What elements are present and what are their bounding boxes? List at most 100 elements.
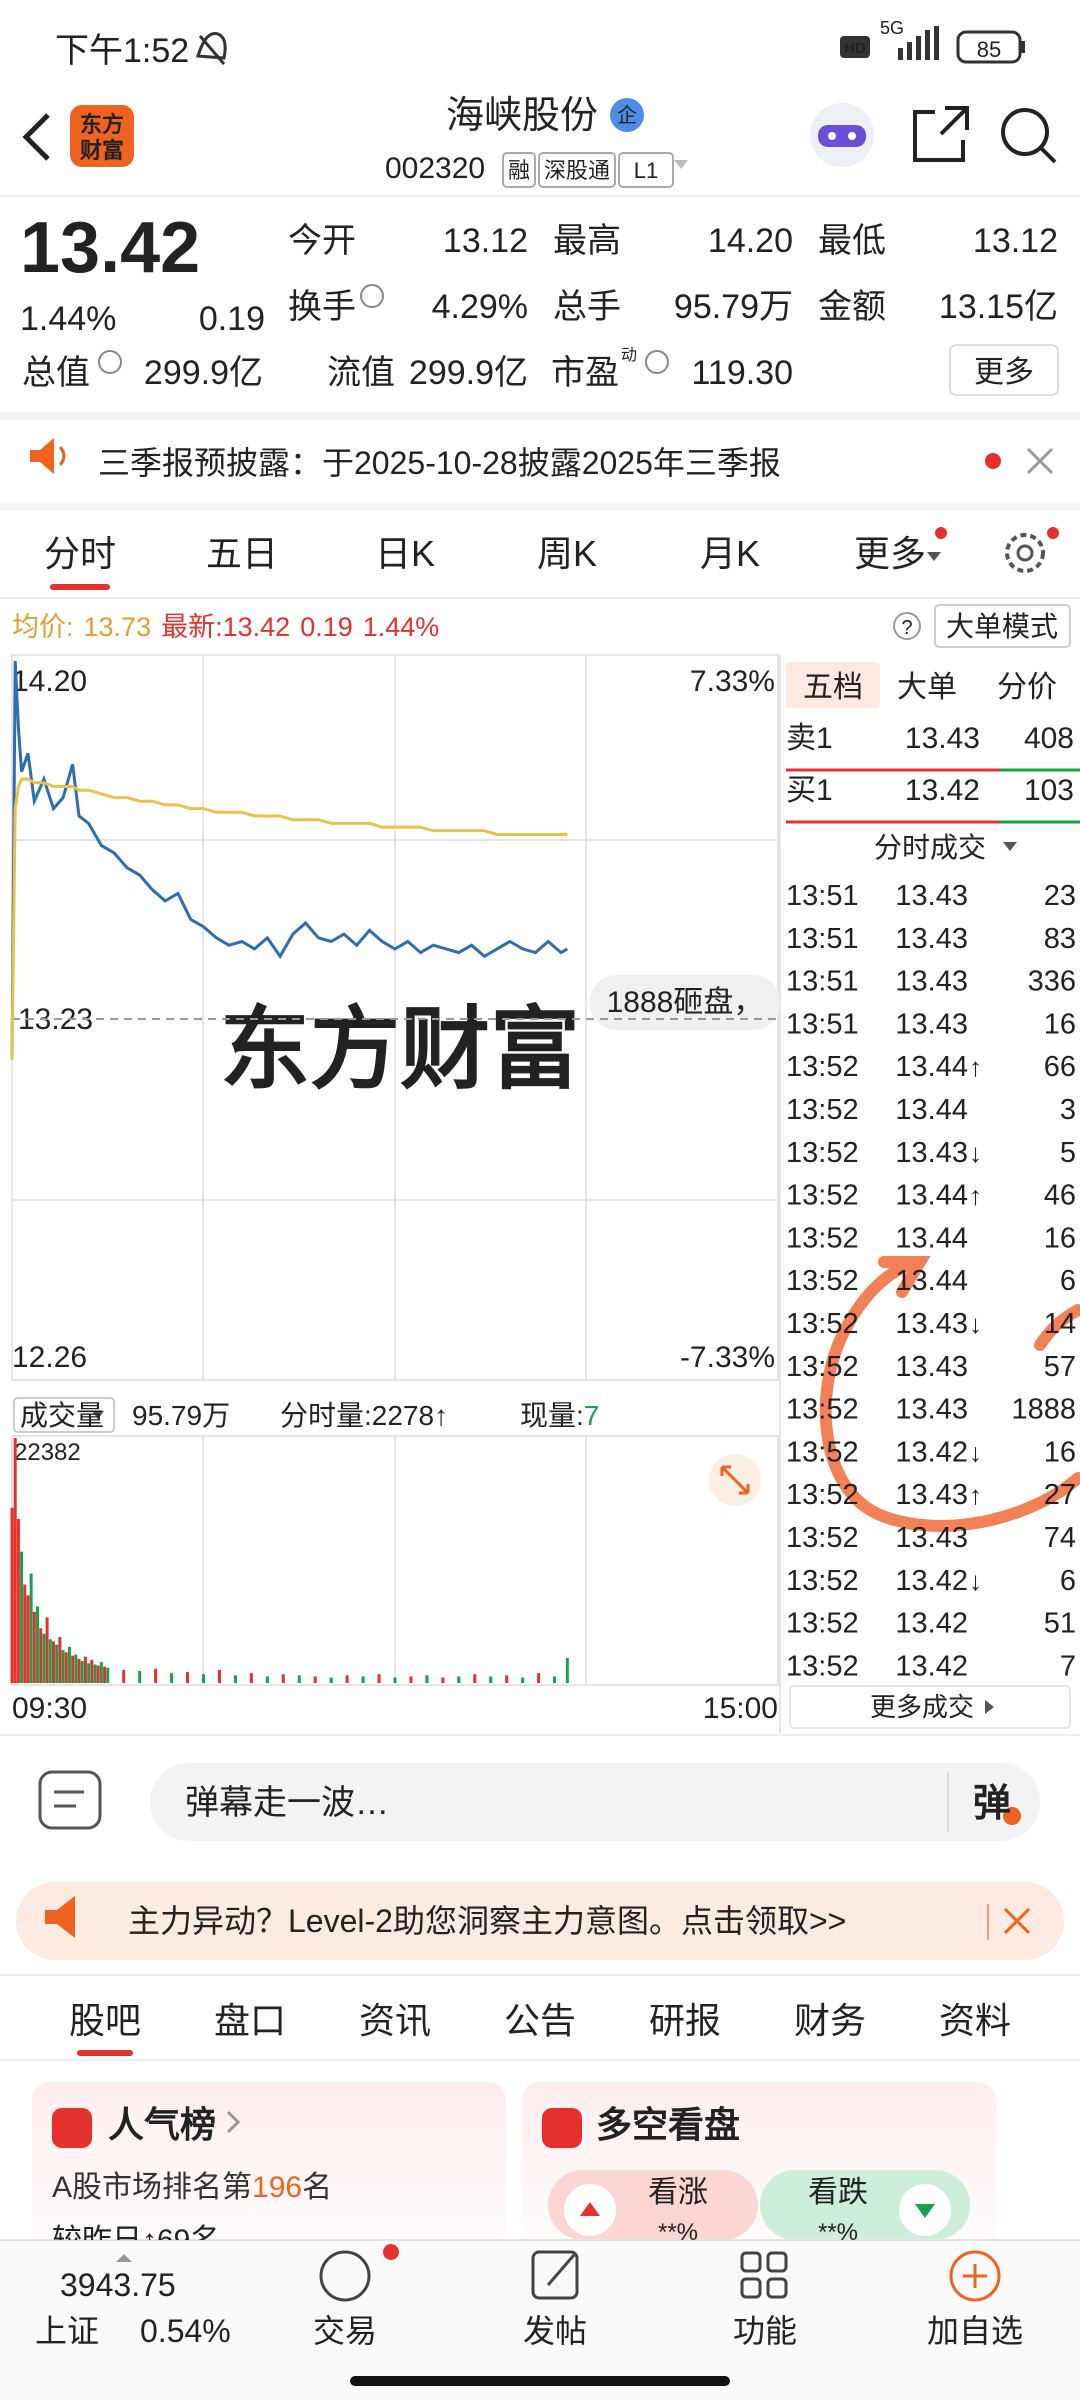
section-tab[interactable]: 资讯	[359, 2000, 431, 2041]
card-line-prefix: A股市场排名第	[52, 2171, 252, 2204]
more-trades-button[interactable]	[789, 1685, 1071, 1729]
nav-item[interactable]: 功能	[733, 2313, 797, 2349]
volume-tick-label: 22382	[14, 1439, 81, 1466]
tab-underline	[50, 584, 110, 590]
info-avg-label: 均价:	[12, 612, 74, 642]
banner[interactable]	[16, 1882, 1064, 1960]
y2-tick-label: 7.33%	[690, 665, 775, 698]
volume-bar	[505, 1675, 509, 1683]
section-tab[interactable]: 资料	[939, 2000, 1011, 2041]
volume-bar	[55, 1644, 59, 1683]
trade-volume: 1888	[1011, 1394, 1076, 1426]
trade-time: 13:52	[786, 1180, 859, 1212]
order-tab[interactable]: 五档	[803, 671, 863, 704]
tab[interactable]: 周K	[537, 533, 597, 574]
current-volume: 现量:7	[520, 1400, 599, 1431]
volume-bar	[537, 1673, 541, 1683]
tab[interactable]: 分时	[44, 533, 116, 574]
field-label: 最高	[553, 222, 621, 260]
trade-time: 13:51	[786, 923, 859, 955]
expand-button[interactable]	[709, 1454, 761, 1506]
section-tab[interactable]: 财务	[794, 2000, 866, 2041]
volume-bar	[42, 1633, 46, 1683]
volume-bar	[297, 1675, 301, 1683]
mode-label[interactable]: 大单模式	[946, 611, 1058, 642]
trade-arrow: ↓	[969, 1437, 982, 1467]
tag: 融	[508, 158, 530, 183]
back-button[interactable]	[22, 113, 50, 161]
field-label: 换手	[288, 288, 356, 326]
order-tab[interactable]: 大单	[897, 671, 957, 704]
index-change: 0.54%	[140, 2313, 231, 2349]
trade-price: 13.43	[895, 1522, 968, 1554]
index-name: 上证	[35, 2313, 99, 2349]
nav-icons	[319, 2244, 1001, 2302]
more-button[interactable]	[949, 344, 1059, 396]
trade-volume: 57	[1044, 1351, 1076, 1383]
chart-frame	[11, 654, 781, 1735]
volume-bar	[489, 1676, 493, 1683]
trade-price: 13.44	[895, 1094, 968, 1126]
volume-bar	[202, 1674, 205, 1683]
nav-item[interactable]: 交易	[313, 2313, 377, 2349]
stock-name: 海峡股份	[446, 95, 598, 137]
mode-button[interactable]	[934, 604, 1071, 648]
nav-item[interactable]: 发帖	[523, 2313, 587, 2349]
card-line: A股市场排名第196名	[52, 2171, 332, 2204]
danmaku-button[interactable]: 弹	[973, 1783, 1011, 1825]
trade-volume: 83	[1044, 923, 1076, 955]
section-tab[interactable]: 盘口	[214, 2000, 286, 2041]
danmaku-input[interactable]	[150, 1763, 1040, 1841]
header-icons	[22, 98, 1057, 169]
badge: 企	[617, 104, 637, 127]
volume-bar	[32, 1611, 36, 1683]
volume-bar	[154, 1668, 158, 1683]
trade-price: 13.43	[895, 880, 968, 912]
banner-close[interactable]	[1003, 1907, 1031, 1935]
order-tab[interactable]: 分价	[997, 671, 1057, 704]
tag-box	[502, 152, 536, 188]
field-value: 4.29%	[432, 288, 528, 326]
section-tab[interactable]: 研报	[649, 2000, 721, 2041]
tab[interactable]: 五日	[206, 533, 278, 574]
volume-bar	[13, 1438, 17, 1683]
trade-price: 13.43	[895, 1351, 968, 1383]
trade-price: 13.43	[895, 1008, 968, 1040]
trade-arrow: ↓	[969, 1309, 982, 1339]
section-tab[interactable]: 股吧	[69, 2000, 141, 2041]
trade-time: 13:52	[786, 1436, 859, 1468]
volume-bar	[39, 1628, 43, 1683]
volume-bar	[265, 1676, 269, 1683]
nav-item[interactable]: 加自选	[927, 2313, 1023, 2349]
volume-bar	[74, 1654, 78, 1683]
volume-selector[interactable]	[13, 1397, 115, 1433]
trade-volume: 5	[1060, 1137, 1076, 1169]
price-line	[10, 660, 569, 1060]
close-button[interactable]	[1026, 447, 1054, 475]
current-volume-label: 现量:	[520, 1400, 584, 1431]
volume-bar	[313, 1676, 317, 1683]
trade-price: 13.44	[895, 1051, 968, 1083]
status-battery: 85	[977, 37, 1001, 62]
volume-label: 成交量	[20, 1400, 104, 1431]
volume-bar	[80, 1661, 84, 1683]
more-trades[interactable]: 更多成交	[870, 1692, 974, 1722]
volume-bar	[23, 1584, 27, 1683]
trades-title: 分时成交	[874, 832, 986, 863]
trade-volume: 6	[1060, 1265, 1076, 1297]
field-label: 最低	[818, 222, 886, 260]
volume-bar	[77, 1658, 81, 1683]
section-tab[interactable]: 公告	[504, 2000, 576, 2041]
field-value: 299.9亿	[144, 354, 263, 392]
volume-bar	[425, 1675, 429, 1683]
trade-volume: 66	[1044, 1051, 1076, 1083]
tab[interactable]: 月K	[700, 533, 760, 574]
share-button[interactable]	[913, 106, 969, 162]
tab[interactable]: 更多	[854, 533, 926, 574]
logo-text: 财富	[80, 138, 124, 163]
volume-bar	[393, 1677, 397, 1683]
volume-bar	[473, 1674, 477, 1683]
tab[interactable]: 日K	[375, 533, 435, 574]
search-button[interactable]	[1001, 108, 1057, 164]
volume-bar	[553, 1676, 557, 1683]
